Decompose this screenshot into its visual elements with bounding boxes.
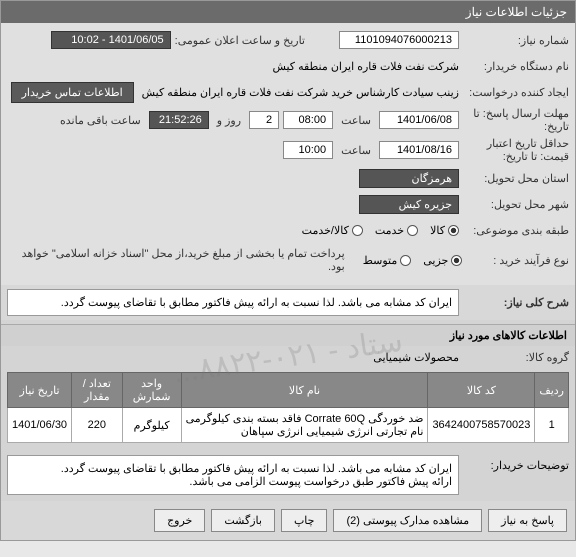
deadline-time-label: ساعت — [337, 114, 375, 127]
radio-dot-icon — [352, 225, 363, 236]
cell-row: 1 — [535, 408, 569, 443]
radio-dot-icon — [451, 255, 462, 266]
days-value: 2 — [249, 111, 279, 129]
radio-partial[interactable]: جزیی — [423, 254, 462, 267]
th-row: ردیف — [535, 373, 569, 408]
cell-qty: 220 — [72, 408, 123, 443]
table-header-row: ردیف کد کالا نام کالا واحد شمارش تعداد /… — [8, 373, 569, 408]
deadline-time: 08:00 — [283, 111, 333, 129]
commodity-radio-group: کالا خدمت کالا/خدمت — [302, 224, 459, 237]
radio-dot-icon — [400, 255, 411, 266]
radio-service[interactable]: خدمت — [375, 224, 418, 237]
buyer-notes-line2: ارائه پیش فاکتور طبق درخواست پیوست الزام… — [14, 475, 452, 488]
remain-label: ساعت باقی مانده — [56, 114, 145, 127]
commodity-class-label: طبقه بندی موضوعی: — [459, 224, 569, 237]
table-row[interactable]: 1 3642400758570023 ضد خوردگی Corrate 60Q… — [8, 408, 569, 443]
radio-medium[interactable]: متوسط — [363, 254, 412, 267]
desc-text: ایران کد مشابه می باشد. لذا نسبت به ارائ… — [7, 289, 459, 316]
cell-code: 3642400758570023 — [428, 408, 535, 443]
city-value: جزیره کیش — [359, 195, 459, 214]
city-label: شهر محل تحویل: — [459, 198, 569, 211]
attachments-button[interactable]: مشاهده مدارک پیوستی (2) — [333, 509, 482, 532]
creator-value: زینب سیادت کارشناس خرید شرکت نفت فلات قا… — [142, 86, 459, 99]
announce-value: 1401/06/05 - 10:02 — [51, 31, 171, 49]
buyer-org-label: نام دستگاه خریدار: — [459, 60, 569, 73]
need-no-label: شماره نیاز: — [459, 34, 569, 47]
process-label: نوع فرآیند خرید : — [462, 254, 569, 267]
footer-buttons: پاسخ به نیاز مشاهده مدارک پیوستی (2) چاپ… — [1, 501, 575, 540]
group-label: گروه کالا: — [459, 351, 569, 364]
group-value: محصولات شیمیایی — [373, 351, 459, 364]
desc-label: شرح کلی نیاز: — [459, 296, 569, 309]
th-unit: واحد شمارش — [122, 373, 181, 408]
buyer-org-value: شرکت نفت فلات قاره ایران منطقه کیش — [272, 60, 459, 73]
radio-dot-icon — [407, 225, 418, 236]
countdown-value: 21:52:26 — [149, 111, 209, 129]
validity-time-label: ساعت — [337, 144, 375, 157]
reply-button[interactable]: پاسخ به نیاز — [488, 509, 567, 532]
validity-date: 1401/08/16 — [379, 141, 459, 159]
radio-commodity[interactable]: کالا — [430, 224, 459, 237]
items-table: ردیف کد کالا نام کالا واحد شمارش تعداد /… — [7, 372, 569, 443]
announce-label: تاریخ و ساعت اعلان عمومی: — [171, 34, 309, 47]
validity-label: حداقل تاریخ اعتبار قیمت: تا تاریخ: — [459, 137, 569, 163]
close-button[interactable]: خروج — [154, 509, 205, 532]
th-code: کد کالا — [428, 373, 535, 408]
need-no-value: 1101094076000213 — [339, 31, 459, 49]
deadline-label: مهلت ارسال پاسخ: تا تاریخ: — [459, 107, 569, 133]
deadline-date: 1401/06/08 — [379, 111, 459, 129]
buyer-notes-line1: ایران کد مشابه می باشد. لذا نسبت به ارائ… — [14, 462, 452, 475]
creator-label: ایجاد کننده درخواست: — [459, 86, 569, 99]
payment-note: پرداخت تمام یا بخشی از مبلغ خرید،از محل … — [7, 245, 351, 275]
radio-both[interactable]: کالا/خدمت — [302, 224, 363, 237]
th-qty: تعداد / مقدار — [72, 373, 123, 408]
cell-name: ضد خوردگی Corrate 60Q فاقد بسته بندی کیل… — [181, 408, 428, 443]
th-date: تاریخ نیاز — [8, 373, 72, 408]
panel-title: جزئیات اطلاعات نیاز — [466, 5, 567, 19]
items-section-title: اطلاعات کالاهای مورد نیاز — [1, 324, 575, 346]
province-value: هرمزگان — [359, 169, 459, 188]
province-label: استان محل تحویل: — [459, 172, 569, 185]
contact-button[interactable]: اطلاعات تماس خریدار — [11, 82, 134, 103]
panel-header: جزئیات اطلاعات نیاز — [1, 1, 575, 23]
validity-time: 10:00 — [283, 141, 333, 159]
buyer-notes-label: توضیحات خریدار: — [459, 455, 569, 495]
back-button[interactable]: بازگشت — [211, 509, 275, 532]
th-name: نام کالا — [181, 373, 428, 408]
process-radio-group: جزیی متوسط — [363, 254, 463, 267]
buyer-notes-text: ایران کد مشابه می باشد. لذا نسبت به ارائ… — [7, 455, 459, 495]
details-panel: شماره نیاز: 1101094076000213 تاریخ و ساع… — [1, 23, 575, 285]
buyer-notes: توضیحات خریدار: ایران کد مشابه می باشد. … — [7, 455, 569, 495]
cell-date: 1401/06/30 — [8, 408, 72, 443]
radio-dot-icon — [448, 225, 459, 236]
days-label: روز و — [213, 114, 245, 127]
print-button[interactable]: چاپ — [281, 509, 328, 532]
cell-unit: کیلوگرم — [122, 408, 181, 443]
